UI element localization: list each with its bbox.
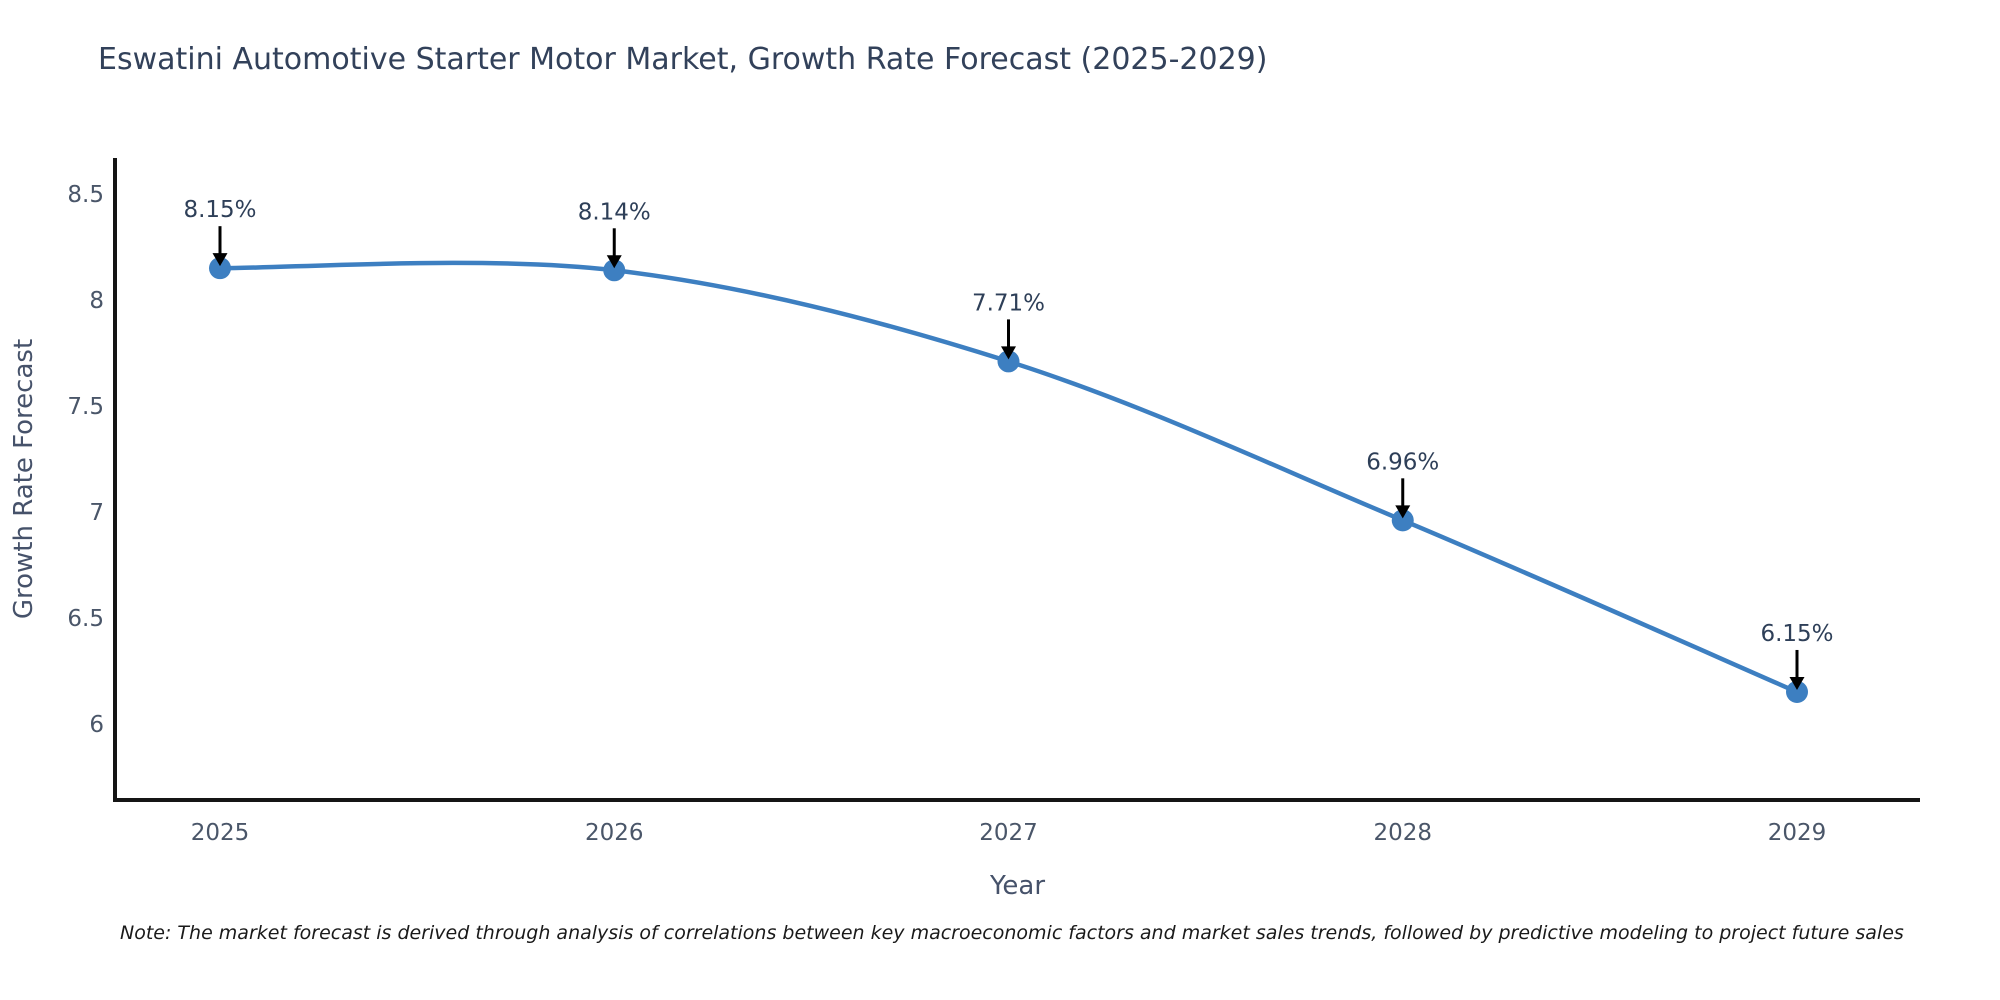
footnote: Note: The market forecast is derived thr… — [120, 922, 1904, 944]
data-point-marker — [1391, 509, 1414, 532]
annotation-arrowhead-icon — [606, 255, 622, 269]
annotation-arrowhead-icon — [1395, 505, 1411, 519]
data-point-marker — [1786, 680, 1808, 703]
y-tick-label: 8.5 — [67, 182, 104, 208]
y-tick-label: 6 — [89, 712, 104, 738]
data-point-marker — [209, 257, 231, 280]
data-point-marker — [603, 259, 626, 282]
x-tick-label: 2026 — [585, 820, 644, 846]
point-value-label: 7.71% — [972, 290, 1045, 316]
point-value-label: 6.96% — [1366, 449, 1439, 475]
annotation-arrowhead-icon — [1001, 346, 1016, 360]
y-tick-label: 6.5 — [67, 606, 104, 632]
y-axis-title: Growth Rate Forecast — [9, 339, 39, 619]
x-tick-label: 2025 — [191, 820, 250, 846]
point-value-label: 8.15% — [183, 197, 256, 223]
x-axis-title: Year — [989, 871, 1045, 901]
point-value-label: 6.15% — [1760, 621, 1833, 647]
x-tick-label: 2029 — [1768, 820, 1827, 846]
data-point-marker — [997, 350, 1020, 373]
annotation-arrowhead-icon — [212, 253, 228, 267]
y-tick-label: 7 — [89, 500, 104, 526]
x-tick-label: 2027 — [979, 820, 1038, 846]
y-tick-label: 7.5 — [67, 394, 104, 420]
annotation-arrowhead-icon — [1789, 676, 1805, 690]
point-value-label: 8.14% — [578, 199, 651, 225]
chart-title: Eswatini Automotive Starter Motor Market… — [98, 42, 1268, 77]
y-tick-label: 8 — [89, 288, 104, 314]
x-tick-label: 2028 — [1373, 820, 1432, 846]
